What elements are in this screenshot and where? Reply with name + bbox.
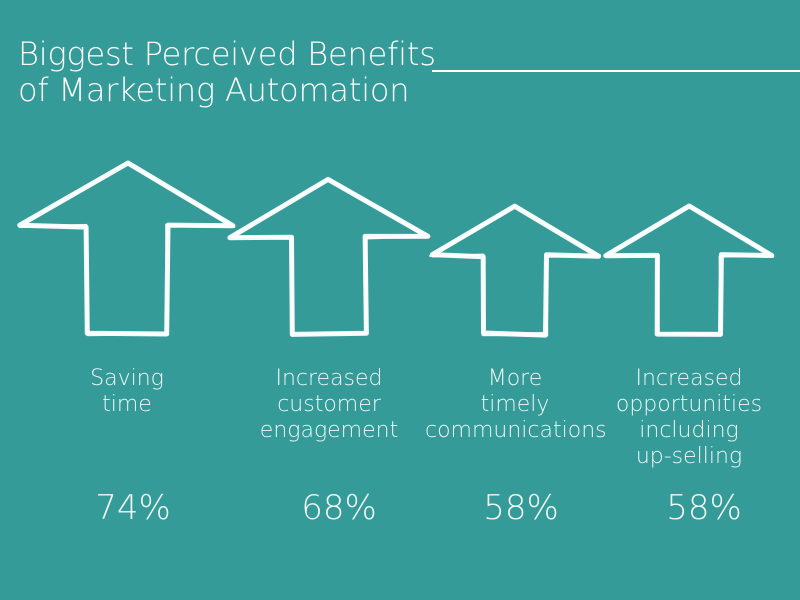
category-label-line: including xyxy=(639,418,739,443)
arrow-stroke xyxy=(603,203,775,337)
category-label-line: customer xyxy=(277,392,381,417)
value-label-opportunities-upselling: 58% xyxy=(666,488,742,528)
chart-title: Biggest Perceived Benefits of Marketing … xyxy=(18,36,436,108)
category-label-line: Increased xyxy=(275,366,383,391)
category-label-line: opportunities xyxy=(615,392,763,417)
category-label-line: engagement xyxy=(259,418,399,443)
title-divider xyxy=(432,70,800,72)
arrow-stroke xyxy=(229,177,430,335)
arrow-stroke xyxy=(17,160,236,337)
category-label-line: Increased xyxy=(635,366,743,391)
category-label-line: time xyxy=(102,392,152,417)
arrow-stroke xyxy=(228,178,428,336)
arrow-stroke xyxy=(431,204,601,337)
category-label-opportunities-upselling: Increased opportunities including up-sel… xyxy=(599,366,779,470)
chart-title-line-1: Biggest Perceived Benefits xyxy=(18,35,436,73)
category-label-customer-engagement: Increased customer engagement xyxy=(239,366,419,444)
arrow-mark-customer-engagement xyxy=(227,176,431,337)
category-label-line: Saving xyxy=(90,366,164,391)
arrow-stroke xyxy=(604,204,774,336)
arrow-stroke xyxy=(428,204,600,336)
category-label-line: up-selling xyxy=(635,444,743,469)
category-label-line: More xyxy=(487,366,543,391)
arrow-stroke xyxy=(604,204,775,336)
category-label-saving-time: Saving time xyxy=(37,366,217,418)
category-label-line: communications xyxy=(425,418,607,443)
arrow-stroke xyxy=(18,161,236,336)
value-label-customer-engagement: 68% xyxy=(301,488,377,528)
arrow-stroke xyxy=(227,176,431,337)
arrow-stroke xyxy=(18,161,235,337)
arrow-mark-timely-communications xyxy=(428,203,602,338)
category-label-line: timely xyxy=(480,392,550,417)
value-label-timely-communications: 58% xyxy=(483,488,559,528)
arrow-stroke xyxy=(429,203,602,338)
value-label-saving-time: 74% xyxy=(95,488,171,528)
arrow-mark-saving-time xyxy=(17,160,236,337)
arrow-mark-opportunities-upselling xyxy=(603,203,775,337)
chart-title-line-2: of Marketing Automation xyxy=(18,71,410,109)
category-label-timely-communications: More timely communications xyxy=(425,366,607,444)
